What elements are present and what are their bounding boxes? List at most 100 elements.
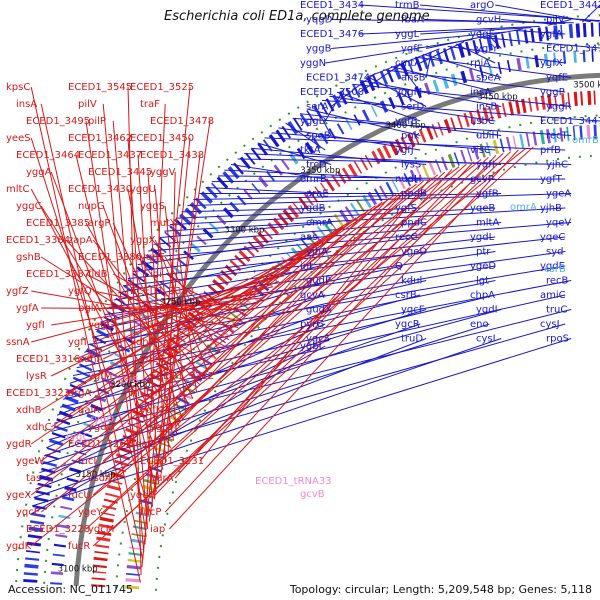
gene-feature xyxy=(431,124,439,138)
leader-line xyxy=(153,222,427,245)
gene-label: rpiA xyxy=(470,58,490,69)
gene-feature xyxy=(38,474,54,482)
gene-feature xyxy=(456,115,463,130)
gene-feature xyxy=(516,30,521,45)
gene-label: chpA xyxy=(470,290,495,301)
gene-feature xyxy=(389,141,399,156)
gene-feature xyxy=(450,117,457,132)
gene-label: yggX xyxy=(130,235,156,246)
gene-label: yggD xyxy=(300,116,327,127)
gene-label: ygdR xyxy=(6,439,32,450)
accession-text: Accession: NC_011745 xyxy=(8,583,134,596)
gene-feature xyxy=(32,505,47,510)
leader-line xyxy=(581,4,600,23)
leader-line xyxy=(271,132,496,151)
gene-label: eno xyxy=(470,319,489,330)
gene-feature xyxy=(74,450,87,456)
gene-label: ygfK xyxy=(140,405,163,416)
gene-feature xyxy=(347,163,358,178)
gene-feature xyxy=(140,391,155,401)
gene-feature xyxy=(516,57,522,71)
leader-line xyxy=(40,159,482,513)
gene-feature xyxy=(125,578,140,583)
gene-feature xyxy=(50,582,63,585)
leader-line xyxy=(336,91,421,122)
leader-line xyxy=(31,338,572,507)
gene-label: ygfB xyxy=(476,189,499,200)
gene-label: iap xyxy=(150,524,165,535)
gene-feature xyxy=(128,552,143,557)
gene-feature xyxy=(159,237,172,248)
gene-label: bglA xyxy=(78,303,100,314)
gene-feature xyxy=(586,124,591,140)
gene-label: yggV xyxy=(150,167,176,178)
gene-feature xyxy=(415,167,424,181)
gene-feature xyxy=(95,544,110,549)
track-guide-arc xyxy=(43,42,600,584)
gene-label: yjhA xyxy=(306,247,328,258)
gene-feature xyxy=(468,68,475,81)
gene-label: ygfM xyxy=(88,371,112,382)
gene-feature xyxy=(92,570,107,574)
gene-label: csdA xyxy=(88,473,112,484)
gene-label: tktA xyxy=(300,145,321,156)
leader-line xyxy=(158,222,332,239)
gene-label: tas xyxy=(26,473,41,484)
gene-feature xyxy=(514,99,521,115)
gene-feature xyxy=(547,94,553,109)
gene-label: mutY xyxy=(150,218,177,229)
gene-feature xyxy=(324,178,335,192)
gene-feature xyxy=(55,534,68,538)
gene-label: fbaA xyxy=(401,15,424,26)
gene-feature xyxy=(519,133,525,149)
gene-label: recT xyxy=(546,131,569,142)
gene-feature xyxy=(508,101,515,116)
gene-label: kdul xyxy=(401,276,422,287)
leader-line xyxy=(495,28,523,35)
gene-feature xyxy=(236,195,247,206)
gene-label: ECED1_3385 xyxy=(26,218,90,229)
gene-label: barA xyxy=(150,473,174,484)
gene-label: ssnA xyxy=(6,337,30,348)
backbone-layer xyxy=(15,14,600,591)
gene-feature xyxy=(478,38,484,53)
gene-feature xyxy=(126,572,141,576)
gene-feature xyxy=(573,50,577,63)
gene-feature xyxy=(352,84,361,98)
gene-feature xyxy=(447,153,456,169)
gene-feature xyxy=(277,213,289,227)
gene-label: ECED1_3474 xyxy=(306,73,370,84)
gene-label: argO xyxy=(470,0,494,11)
leader-line xyxy=(40,217,357,411)
gene-feature xyxy=(62,495,75,502)
gene-label: ECED1_3434 xyxy=(300,0,364,11)
gene-feature xyxy=(23,579,38,583)
gene-label: ECED1_3386 xyxy=(78,252,142,263)
gene-label: yggL xyxy=(395,29,420,40)
gene-feature xyxy=(525,132,531,147)
gene-label: cmtA xyxy=(395,58,421,69)
gene-label: ygeX xyxy=(6,490,31,501)
leader-line xyxy=(548,19,572,26)
gene-feature xyxy=(391,179,399,193)
gene-label: fucI xyxy=(78,456,96,467)
gene-feature xyxy=(482,107,490,122)
gene-label: yqfE xyxy=(546,73,568,84)
gene-feature xyxy=(97,530,112,536)
gene-feature xyxy=(407,60,415,75)
gene-label: speA xyxy=(476,73,501,84)
gene-feature xyxy=(385,181,395,196)
gene-label: ECED1_3464 xyxy=(16,150,80,161)
gene-label: yqeG xyxy=(140,354,166,365)
leader-line xyxy=(112,222,194,400)
gene-feature xyxy=(268,134,280,148)
gene-label: nupG xyxy=(78,201,105,212)
gene-feature xyxy=(52,553,65,557)
gene-label: sdaC xyxy=(130,439,155,450)
gene-feature xyxy=(311,230,322,243)
leader-line xyxy=(56,309,332,416)
gene-feature xyxy=(379,100,389,113)
gene-feature xyxy=(239,156,251,170)
gene-feature xyxy=(101,377,114,386)
